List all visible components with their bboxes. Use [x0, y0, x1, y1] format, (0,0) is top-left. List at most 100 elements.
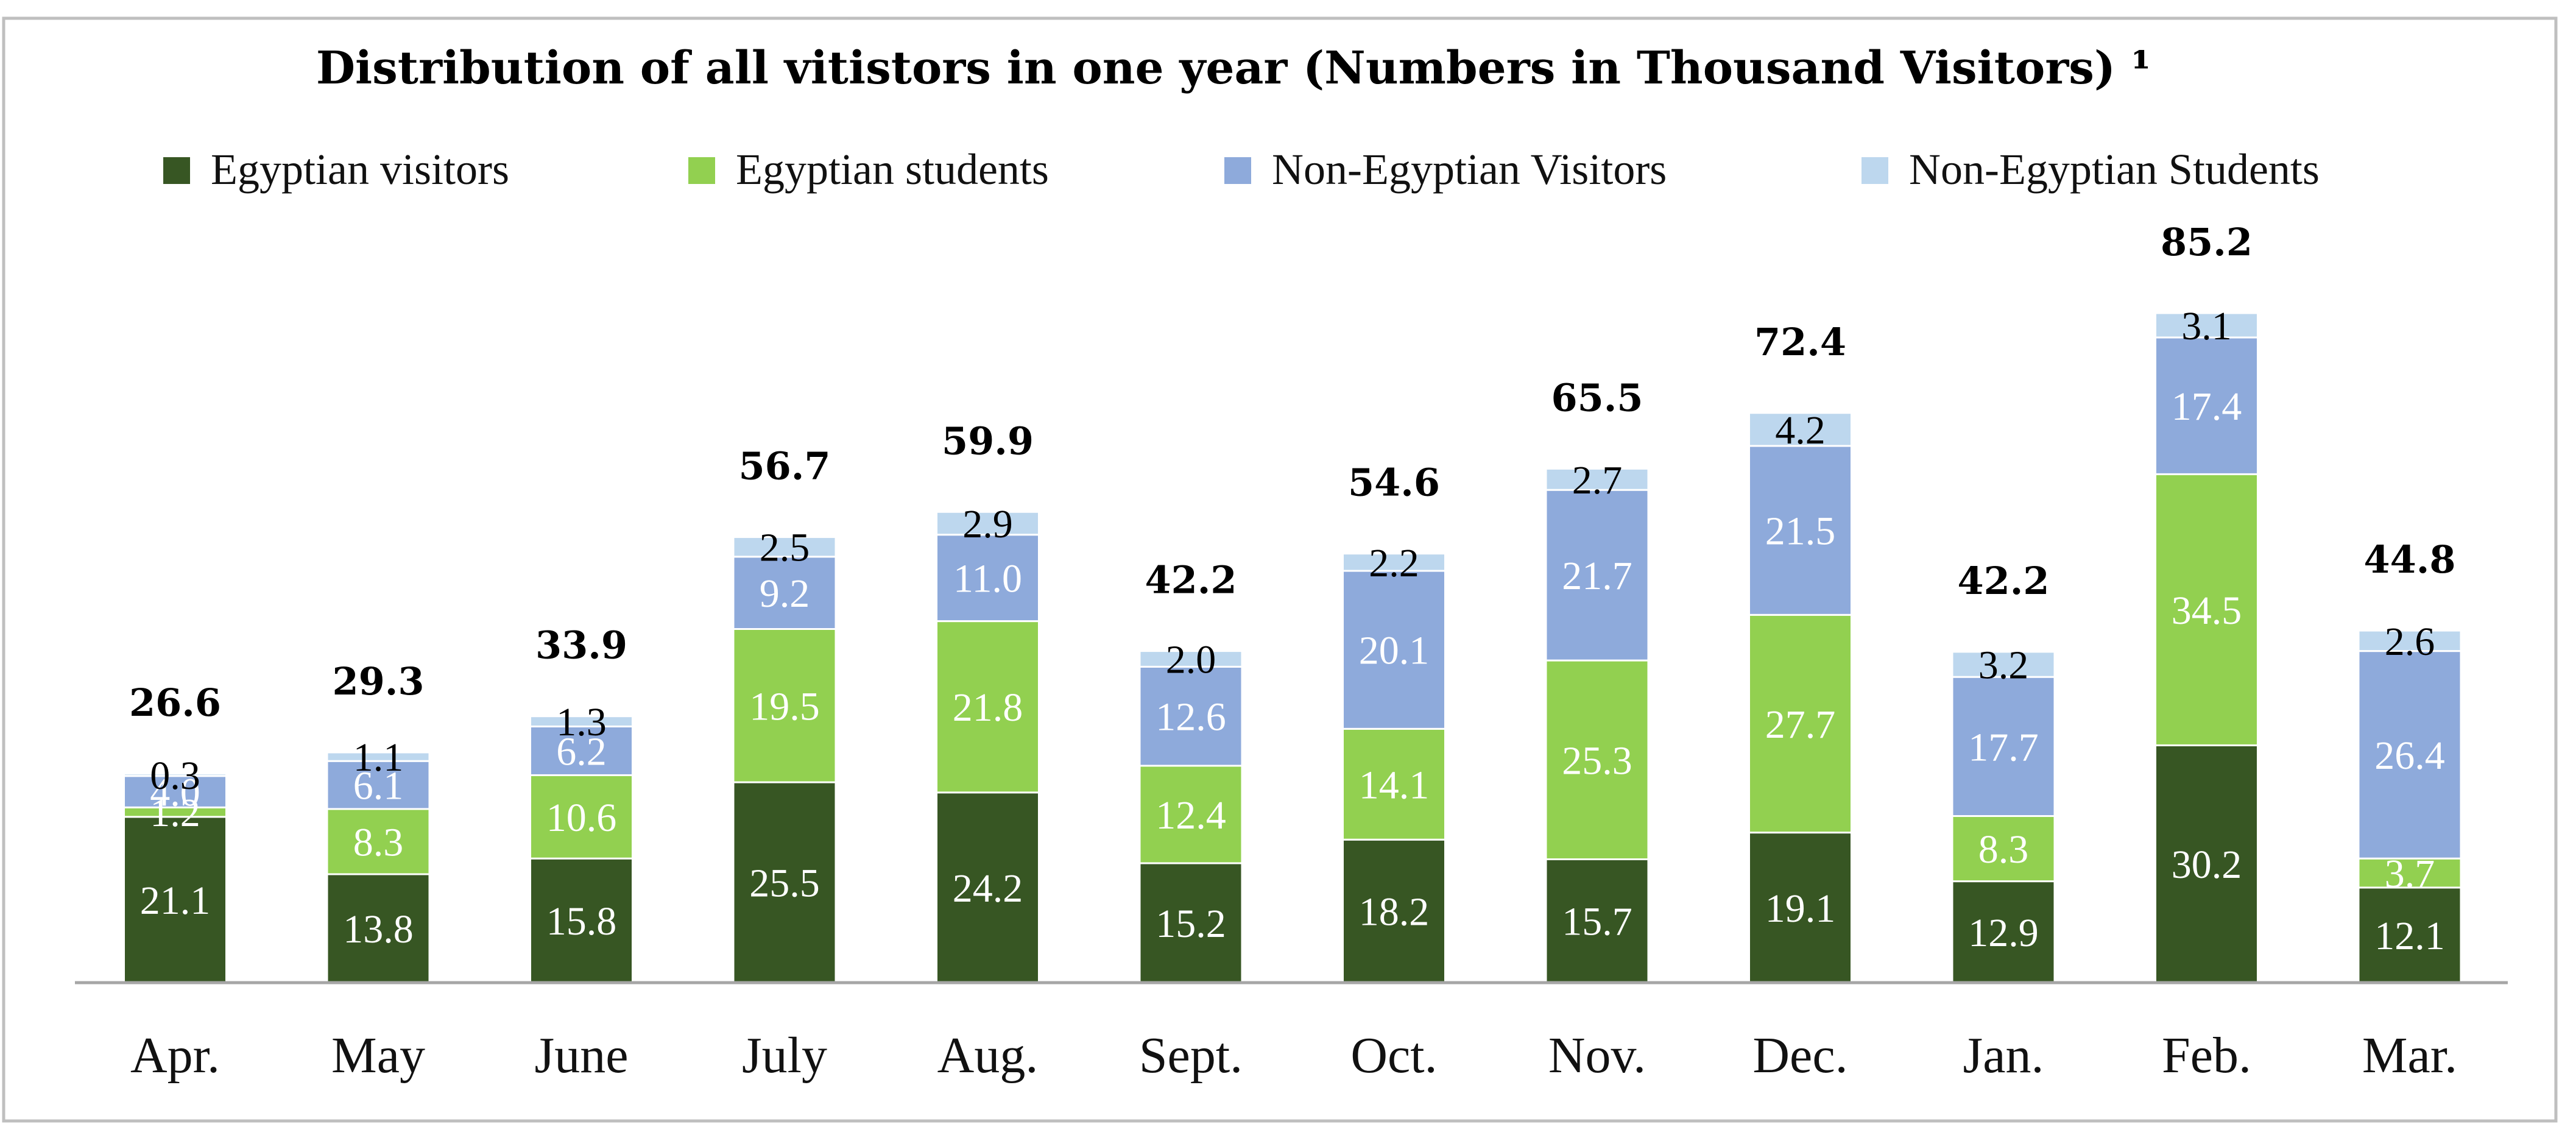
data-label-3-2: 6.1 — [353, 764, 404, 808]
category-label-6: Sept. — [1139, 1027, 1243, 1084]
data-label-4-2: 1.1 — [353, 735, 404, 780]
data-label-4-6: 2.0 — [1166, 638, 1216, 682]
data-label-2-6: 12.4 — [1156, 793, 1226, 838]
data-label-4-8: 2.7 — [1572, 458, 1623, 503]
bar-segment-3-1 — [123, 775, 227, 808]
bar-segment-1-1 — [123, 816, 227, 984]
data-label-1-6: 15.2 — [1156, 902, 1226, 946]
bar-segment-3-9 — [1748, 445, 1852, 616]
labels: 21.1 1.24.00.3 26.6 Apr. 13.8 8.3 6.11.1 29.3 Ma… — [129, 220, 2457, 1084]
bar-segment-2-6 — [1138, 765, 1243, 864]
bar-segment-2-4 — [732, 628, 837, 783]
data-label-3-11: 17.4 — [2172, 384, 2242, 429]
bar-segment-3-12 — [2357, 650, 2462, 860]
data-label-3-12: 26.4 — [2374, 733, 2445, 778]
total-label-12: 44.8 — [2363, 537, 2455, 582]
bar-segment-3-2 — [326, 760, 431, 810]
bar-segment-1-10 — [1951, 880, 2056, 984]
bar-segment-3-11 — [2154, 336, 2259, 475]
data-label-3-9: 21.5 — [1765, 509, 1836, 554]
bar-segment-1-3 — [529, 857, 633, 984]
data-label-1-3: 15.8 — [546, 899, 617, 944]
bar-segment-4-1 — [123, 772, 227, 777]
bar-segment-4-6 — [1138, 650, 1243, 668]
data-label-3-1: 4.0 — [150, 771, 200, 815]
total-label-2: 29.3 — [332, 659, 424, 704]
data-label-1-1: 21.1 — [140, 878, 211, 923]
data-label-2-4: 19.5 — [749, 684, 820, 729]
data-label-2-12: 3.7 — [2385, 852, 2435, 896]
legend-swatch-3 — [1224, 157, 1251, 184]
category-label-12: Mar. — [2362, 1027, 2457, 1084]
bar-segment-2-2 — [326, 808, 431, 875]
legend: Egyptian visitors Egyptian students Non-Eg… — [163, 145, 2320, 194]
bar-segment-2-5 — [936, 620, 1040, 794]
data-label-1-8: 15.7 — [1562, 900, 1632, 944]
data-label-1-10: 12.9 — [1968, 911, 2039, 955]
total-label-9: 72.4 — [1754, 320, 1846, 364]
bars — [123, 312, 2462, 984]
bar-segment-1-7 — [1342, 838, 1446, 984]
data-label-2-9: 27.7 — [1765, 702, 1836, 747]
category-label-11: Feb. — [2162, 1027, 2251, 1084]
bar-segment-3-6 — [1138, 665, 1243, 767]
category-label-3: June — [535, 1027, 629, 1084]
total-label-3: 33.9 — [535, 623, 627, 668]
total-label-8: 65.5 — [1551, 375, 1643, 420]
bar-segment-4-11 — [2154, 312, 2259, 339]
category-label-1: Apr. — [130, 1027, 220, 1084]
total-label-11: 85.2 — [2161, 220, 2253, 264]
category-label-9: Dec. — [1752, 1027, 1847, 1084]
bar-segment-4-2 — [326, 751, 431, 762]
data-label-2-11: 34.5 — [2172, 588, 2242, 633]
data-label-2-1: 1.2 — [150, 791, 200, 835]
data-label-3-5: 11.0 — [953, 557, 1022, 601]
data-label-3-3: 6.2 — [556, 729, 607, 774]
category-label-5: Aug. — [937, 1027, 1039, 1084]
total-label-1: 26.6 — [129, 680, 221, 725]
data-label-3-7: 20.1 — [1359, 629, 1430, 673]
data-label-3-6: 12.6 — [1156, 695, 1226, 740]
legend-label-3: Non-Egyptian Visitors — [1272, 145, 1667, 194]
data-label-4-7: 2.2 — [1369, 541, 1419, 585]
data-label-1-11: 30.2 — [2172, 843, 2242, 887]
data-label-1-4: 25.5 — [749, 861, 820, 906]
data-label-3-8: 21.7 — [1562, 554, 1632, 598]
bar-segment-4-12 — [2357, 629, 2462, 652]
total-label-4: 56.7 — [738, 444, 830, 489]
data-label-1-2: 13.8 — [343, 907, 414, 952]
bar-segment-1-11 — [2154, 744, 2259, 984]
category-label-2: May — [331, 1027, 425, 1084]
bar-segment-4-7 — [1342, 553, 1446, 572]
total-label-7: 54.6 — [1348, 461, 1440, 505]
legend-label-2: Egyptian students — [736, 145, 1049, 194]
bar-segment-4-9 — [1748, 412, 1852, 447]
bar-segment-4-10 — [1951, 651, 2056, 678]
category-label-4: July — [742, 1027, 827, 1084]
bar-segment-3-5 — [936, 534, 1040, 623]
chart-title: Distribution of all vitistors in one yea… — [316, 42, 2151, 94]
category-label-10: Jan. — [1963, 1027, 2044, 1084]
bar-segment-4-8 — [1545, 467, 1650, 491]
bar-segment-1-6 — [1138, 862, 1243, 984]
legend-swatch-1 — [163, 157, 190, 184]
data-label-4-4: 2.5 — [760, 526, 810, 570]
legend-swatch-4 — [1861, 157, 1888, 184]
data-label-2-7: 14.1 — [1359, 763, 1430, 807]
total-label-10: 42.2 — [1957, 559, 2049, 603]
data-label-3-10: 17.7 — [1968, 725, 2039, 769]
category-label-7: Oct. — [1350, 1027, 1437, 1084]
bar-segment-3-8 — [1545, 489, 1650, 662]
bar-segment-1-9 — [1748, 832, 1852, 984]
data-label-2-2: 8.3 — [353, 820, 404, 864]
data-label-4-5: 2.9 — [962, 502, 1013, 546]
legend-label-4: Non-Egyptian Students — [1909, 145, 2320, 194]
bar-segment-4-3 — [529, 715, 633, 727]
legend-label-1: Egyptian visitors — [211, 145, 509, 194]
data-label-4-10: 3.2 — [1978, 643, 2029, 688]
bar-segment-4-4 — [732, 536, 837, 558]
data-label-2-3: 10.6 — [546, 796, 617, 840]
bar-segment-2-3 — [529, 774, 633, 860]
bar-segment-3-10 — [1951, 676, 2056, 818]
